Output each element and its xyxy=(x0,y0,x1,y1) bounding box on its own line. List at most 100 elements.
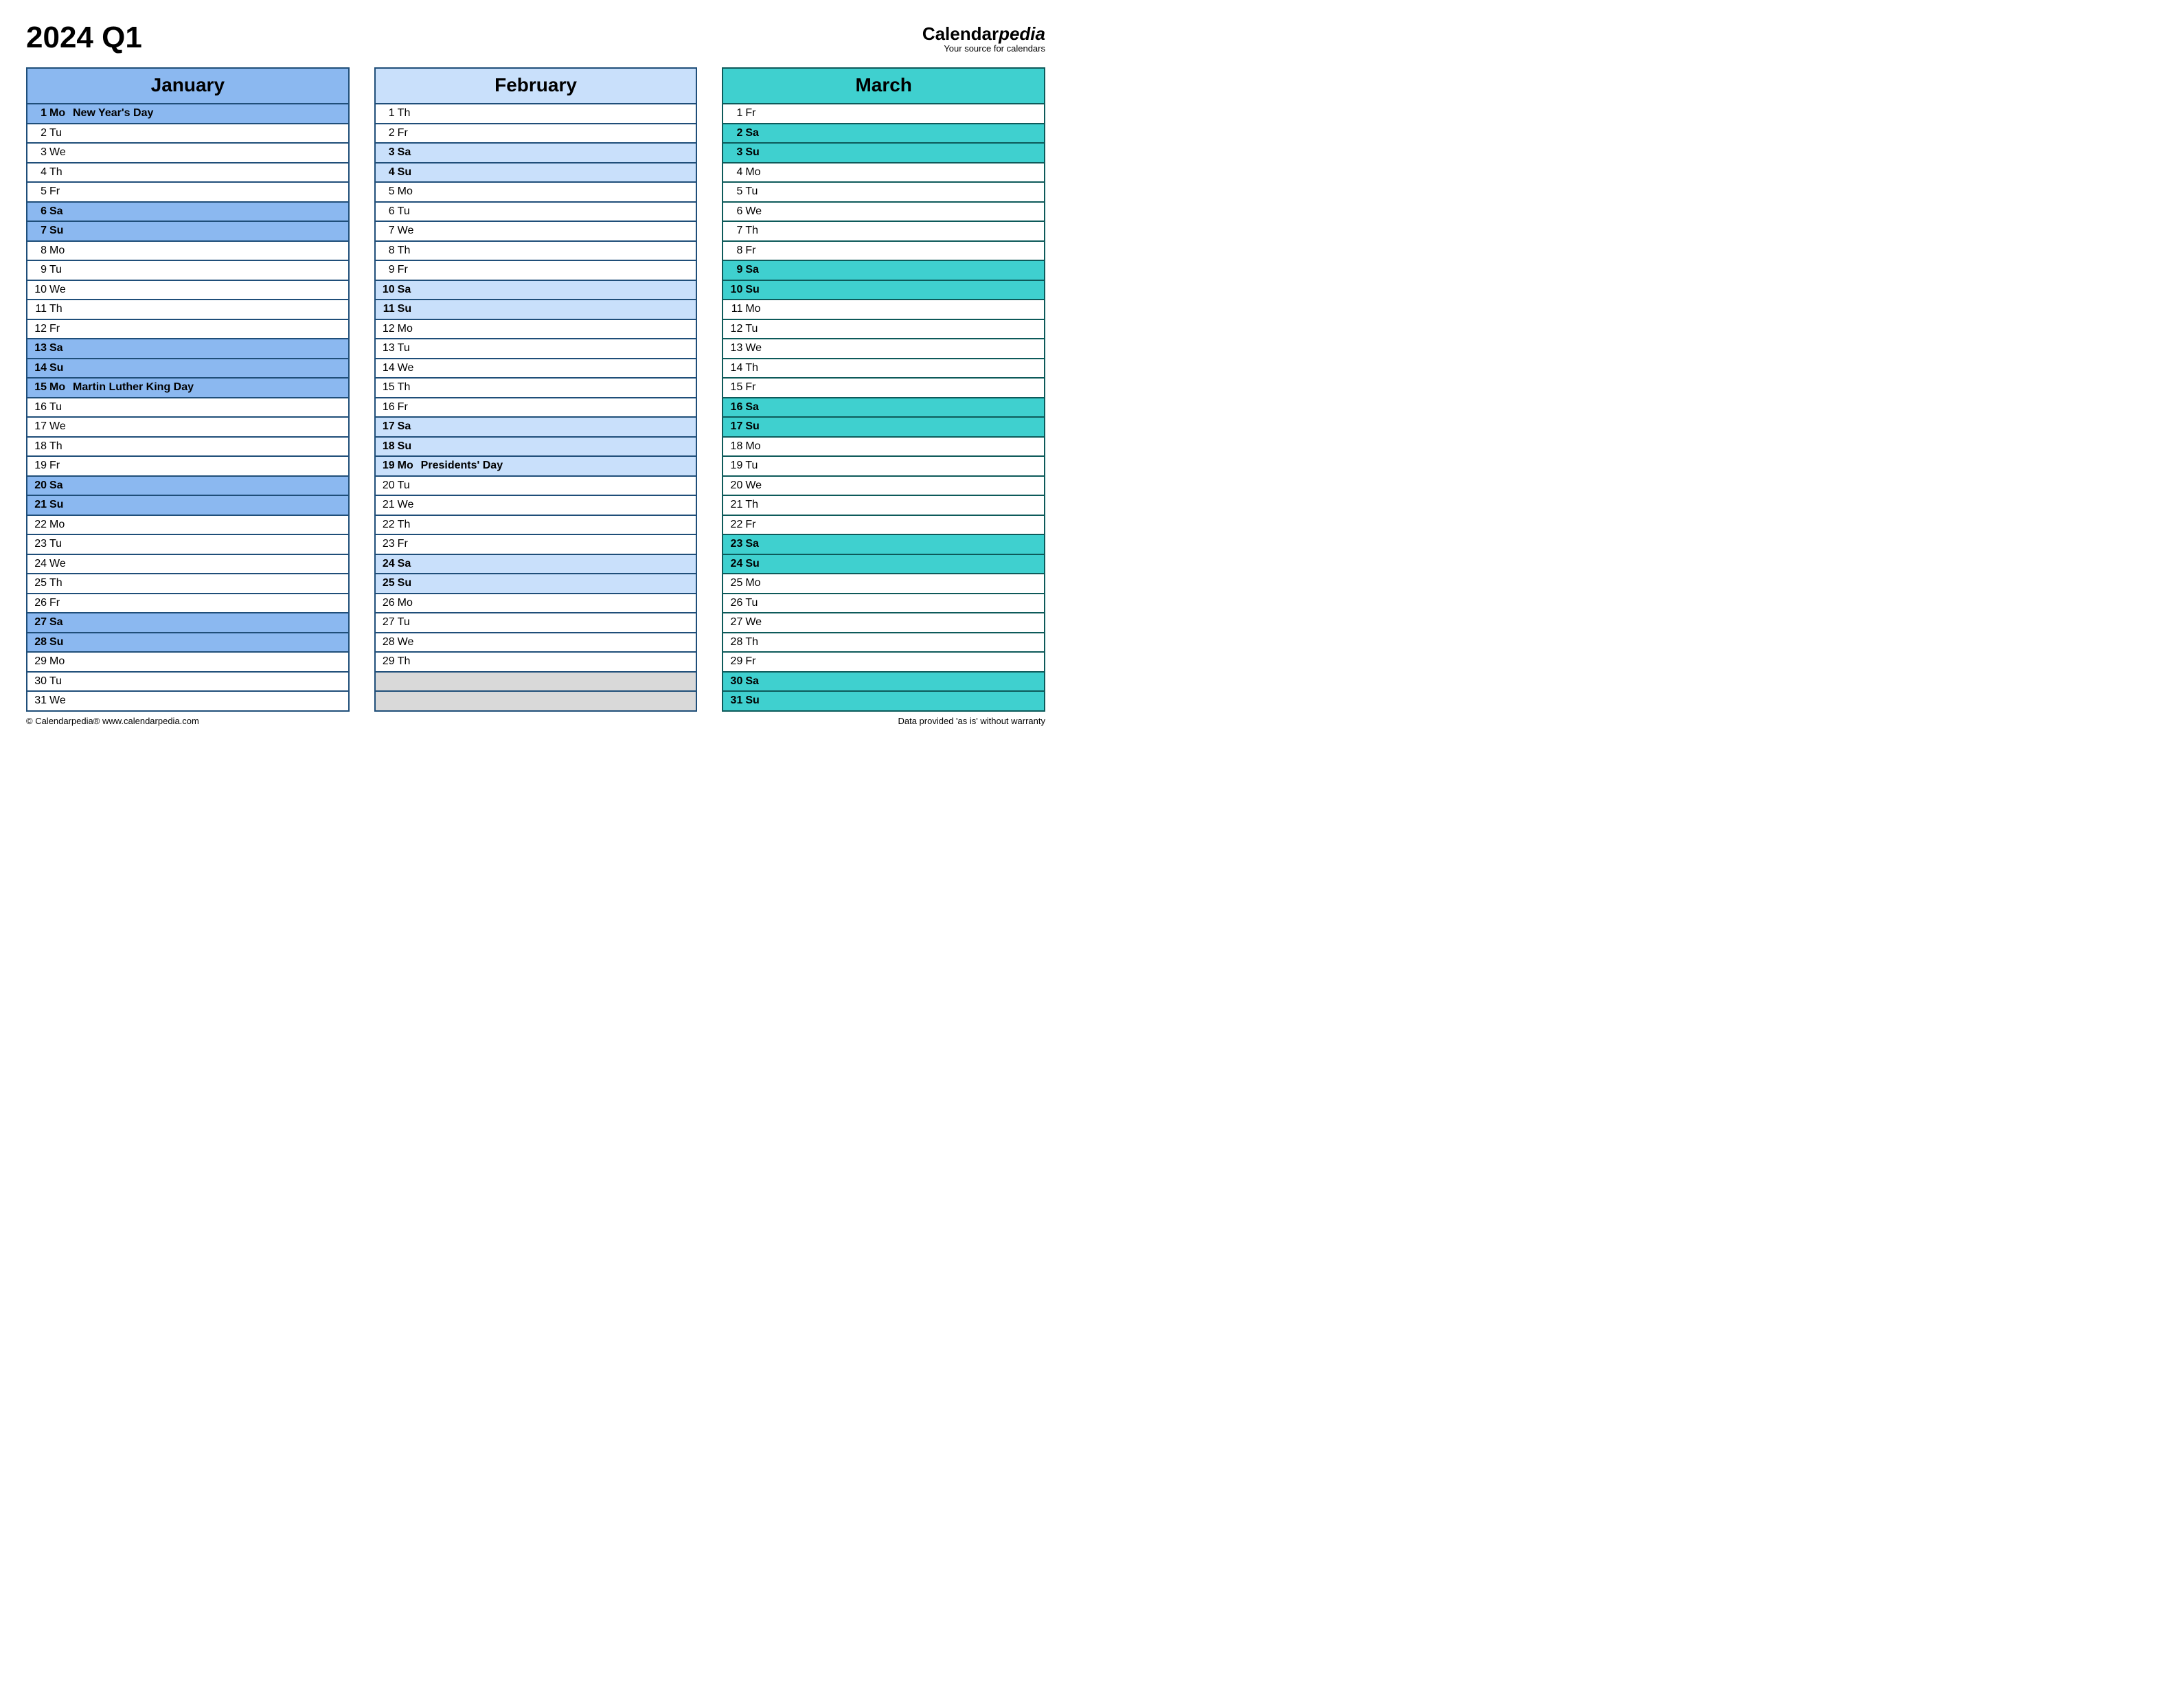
day-row: 27Sa xyxy=(27,613,348,633)
day-number: 29 xyxy=(727,655,745,668)
day-number: 10 xyxy=(380,284,398,296)
day-row: 4Su xyxy=(376,163,696,183)
day-weekday: Su xyxy=(398,303,421,315)
day-number: 12 xyxy=(380,323,398,335)
day-number: 23 xyxy=(32,538,49,550)
day-event: New Year's Day xyxy=(73,107,344,120)
day-event: Martin Luther King Day xyxy=(73,381,344,394)
day-row: 3Su xyxy=(723,144,1044,163)
day-weekday: Th xyxy=(745,225,769,237)
day-weekday: Sa xyxy=(398,420,421,433)
day-weekday: Mo xyxy=(745,303,769,315)
day-weekday: Th xyxy=(398,245,421,257)
day-weekday: We xyxy=(398,499,421,511)
day-number: 17 xyxy=(727,420,745,433)
day-number: 7 xyxy=(32,225,49,237)
day-weekday: Su xyxy=(49,362,73,374)
brand-suffix: pedia xyxy=(999,23,1045,44)
day-weekday: Fr xyxy=(49,460,73,472)
day-row: 21We xyxy=(376,496,696,516)
day-weekday: Su xyxy=(49,225,73,237)
day-weekday: Fr xyxy=(745,245,769,257)
day-number: 4 xyxy=(380,166,398,179)
footer-left: © Calendarpedia® www.calendarpedia.com xyxy=(26,716,199,726)
day-number: 9 xyxy=(727,264,745,276)
day-number: 25 xyxy=(727,577,745,589)
day-row: 9Sa xyxy=(723,261,1044,281)
day-number: 24 xyxy=(727,558,745,570)
day-number: 21 xyxy=(380,499,398,511)
day-number: 14 xyxy=(727,362,745,374)
day-weekday: Fr xyxy=(398,401,421,414)
day-row: 23Fr xyxy=(376,535,696,555)
day-weekday: Tu xyxy=(398,342,421,354)
day-weekday: Sa xyxy=(49,616,73,629)
day-row: 2Sa xyxy=(723,124,1044,144)
day-row: 17We xyxy=(27,418,348,438)
day-weekday: Tu xyxy=(398,205,421,218)
day-number: 5 xyxy=(32,185,49,198)
day-weekday: Sa xyxy=(49,342,73,354)
day-row: 24Sa xyxy=(376,555,696,575)
page-header: 2024 Q1 Calendarpedia Your source for ca… xyxy=(26,21,1045,55)
day-weekday: We xyxy=(745,342,769,354)
day-number: 22 xyxy=(727,519,745,531)
day-row: 12Mo xyxy=(376,320,696,340)
day-number: 5 xyxy=(380,185,398,198)
day-weekday: Tu xyxy=(49,538,73,550)
day-weekday: Sa xyxy=(49,205,73,218)
day-number: 14 xyxy=(380,362,398,374)
day-number: 29 xyxy=(380,655,398,668)
day-weekday: Su xyxy=(745,146,769,159)
day-row: 18Su xyxy=(376,438,696,458)
day-row: 10Sa xyxy=(376,281,696,301)
day-number: 16 xyxy=(727,401,745,414)
day-row: 13We xyxy=(723,339,1044,359)
day-row: 4Mo xyxy=(723,163,1044,183)
day-row: 19Tu xyxy=(723,457,1044,477)
day-weekday: Tu xyxy=(745,460,769,472)
day-weekday: Th xyxy=(49,577,73,589)
day-weekday: Sa xyxy=(398,558,421,570)
day-row: 18Th xyxy=(27,438,348,458)
day-weekday: Tu xyxy=(745,185,769,198)
day-number: 12 xyxy=(727,323,745,335)
day-weekday: Th xyxy=(745,499,769,511)
day-row: 27Tu xyxy=(376,613,696,633)
day-row: 22Fr xyxy=(723,516,1044,536)
day-row: 1Fr xyxy=(723,104,1044,124)
day-weekday: Sa xyxy=(745,538,769,550)
day-number: 4 xyxy=(32,166,49,179)
brand-tagline: Your source for calendars xyxy=(922,43,1045,54)
day-row: 29Fr xyxy=(723,653,1044,673)
day-row: 11Th xyxy=(27,300,348,320)
day-row: 11Su xyxy=(376,300,696,320)
day-weekday: We xyxy=(49,695,73,707)
day-row: 20Tu xyxy=(376,477,696,497)
day-number: 25 xyxy=(380,577,398,589)
day-weekday: Tu xyxy=(398,480,421,492)
day-number: 9 xyxy=(32,264,49,276)
day-weekday: Sa xyxy=(398,284,421,296)
day-row: 29Th xyxy=(376,653,696,673)
day-number: 6 xyxy=(727,205,745,218)
day-row: 20We xyxy=(723,477,1044,497)
day-row: 27We xyxy=(723,613,1044,633)
day-number: 24 xyxy=(380,558,398,570)
day-row: 14We xyxy=(376,359,696,379)
month-column: February1Th2Fr3Sa4Su5Mo6Tu7We8Th9Fr10Sa1… xyxy=(374,67,698,712)
day-weekday: Su xyxy=(49,636,73,648)
day-row: 7Th xyxy=(723,222,1044,242)
day-weekday: Su xyxy=(49,499,73,511)
day-weekday: Sa xyxy=(745,675,769,688)
day-row: 23Tu xyxy=(27,535,348,555)
day-weekday: Mo xyxy=(49,519,73,531)
day-row: 22Th xyxy=(376,516,696,536)
day-number: 29 xyxy=(32,655,49,668)
day-weekday: Th xyxy=(745,362,769,374)
day-weekday: Fr xyxy=(745,107,769,120)
day-weekday: Mo xyxy=(745,440,769,453)
day-row: 7Su xyxy=(27,222,348,242)
day-weekday: We xyxy=(49,146,73,159)
day-row: 8Th xyxy=(376,242,696,262)
